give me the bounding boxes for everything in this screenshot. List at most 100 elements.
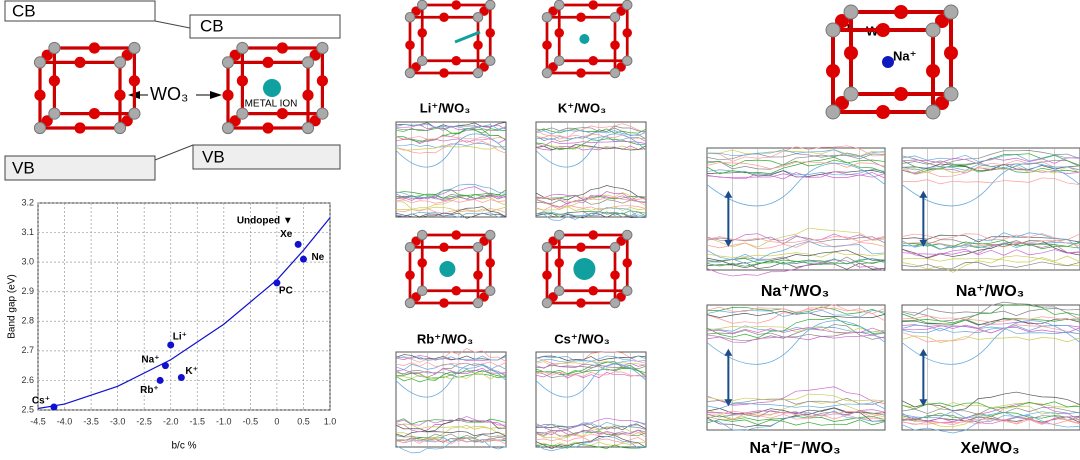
oxygen xyxy=(48,75,61,87)
band-line xyxy=(901,325,1080,334)
band-line xyxy=(395,135,507,140)
band-line xyxy=(395,369,507,376)
vb-label: VB xyxy=(12,158,35,177)
tungsten xyxy=(48,41,61,55)
gap-arrow-head xyxy=(724,348,733,407)
band-line xyxy=(395,347,507,363)
atom-label: Na⁺ xyxy=(893,48,916,63)
band-line xyxy=(535,362,647,369)
band-structure xyxy=(535,121,647,221)
data-point xyxy=(167,341,175,349)
band-line xyxy=(395,144,507,151)
band-line xyxy=(535,199,647,205)
oxygen xyxy=(439,12,449,22)
arrow-head xyxy=(210,91,222,99)
band-curve xyxy=(706,163,886,207)
band-line xyxy=(706,410,886,431)
oxygen xyxy=(41,49,53,61)
band-line xyxy=(901,239,1080,248)
tungsten xyxy=(553,55,565,67)
tungsten xyxy=(472,67,484,79)
x-tick-label: -4.5 xyxy=(30,416,46,426)
energy-diagram: CB CB VB VB WO₃ METAL ION xyxy=(4,0,341,181)
band-line xyxy=(706,149,886,157)
band-line xyxy=(901,150,1080,167)
oxygen xyxy=(554,28,564,38)
fit-curve xyxy=(37,217,331,410)
tungsten xyxy=(404,67,416,79)
band-line xyxy=(395,183,507,199)
band-line xyxy=(901,401,1080,410)
band-line xyxy=(395,142,507,148)
band-line xyxy=(535,355,647,362)
band-line xyxy=(706,233,886,242)
oxygen xyxy=(479,6,489,16)
band-line xyxy=(395,211,507,218)
band-line xyxy=(706,309,886,318)
oxygen xyxy=(576,242,586,253)
oxygen xyxy=(411,236,421,246)
oxygen xyxy=(262,56,274,68)
y-axis-label: Band gap (eV) xyxy=(7,274,18,339)
band-line xyxy=(706,240,886,261)
oxygen xyxy=(276,108,288,120)
band-line xyxy=(901,255,1080,263)
band-line xyxy=(706,325,886,333)
band-line xyxy=(395,419,507,426)
tungsten xyxy=(221,121,235,135)
y-tick-label: 3.1 xyxy=(21,227,34,237)
band-line xyxy=(535,133,647,140)
y-tick-label: 2.8 xyxy=(21,316,34,326)
band-line xyxy=(706,156,886,175)
tungsten xyxy=(33,56,47,69)
band-curve xyxy=(706,320,886,365)
tungsten xyxy=(843,86,859,102)
band-line xyxy=(706,419,886,426)
band-line xyxy=(395,367,507,375)
band-line xyxy=(901,402,1080,423)
point-label: PC xyxy=(279,285,293,296)
band-line xyxy=(395,354,507,361)
band-line xyxy=(535,206,647,211)
x-tick-label: -4.0 xyxy=(57,416,73,426)
x-axis-label: b/c % xyxy=(171,441,196,452)
band-line xyxy=(535,436,647,452)
cb-box xyxy=(189,14,341,39)
oxygen xyxy=(262,122,274,134)
band-line xyxy=(706,145,886,162)
band-line xyxy=(901,417,1080,426)
tungsten xyxy=(621,55,633,67)
band-line xyxy=(706,258,886,265)
band-line xyxy=(706,317,886,339)
band-line xyxy=(395,363,507,371)
oxygen xyxy=(616,292,626,302)
band-line xyxy=(395,199,507,204)
oxygen xyxy=(411,6,421,16)
band-line xyxy=(535,210,647,217)
x-tick-label: -2.5 xyxy=(136,416,152,426)
tungsten xyxy=(316,107,329,120)
connector xyxy=(154,144,194,161)
oxygen xyxy=(844,46,858,60)
vb-box xyxy=(4,155,156,181)
band-line xyxy=(535,442,647,449)
x-tick-label: -2.0 xyxy=(163,416,179,426)
oxygen xyxy=(411,292,421,302)
band-line xyxy=(395,189,507,196)
oxygen xyxy=(451,0,461,10)
oxygen xyxy=(222,89,234,101)
band-line xyxy=(535,196,647,203)
band-line xyxy=(395,436,507,443)
band-line xyxy=(535,364,647,371)
band-line xyxy=(901,255,1080,273)
data-point xyxy=(294,240,302,248)
oxygen xyxy=(542,270,552,280)
oxygen xyxy=(479,236,489,246)
band-line xyxy=(395,418,507,425)
tungsten xyxy=(301,56,315,69)
band-line xyxy=(535,145,647,151)
tungsten xyxy=(825,104,841,120)
band-label: Xe/WO₃ xyxy=(961,440,1020,457)
band-line xyxy=(706,310,886,318)
band-line xyxy=(901,249,1080,256)
